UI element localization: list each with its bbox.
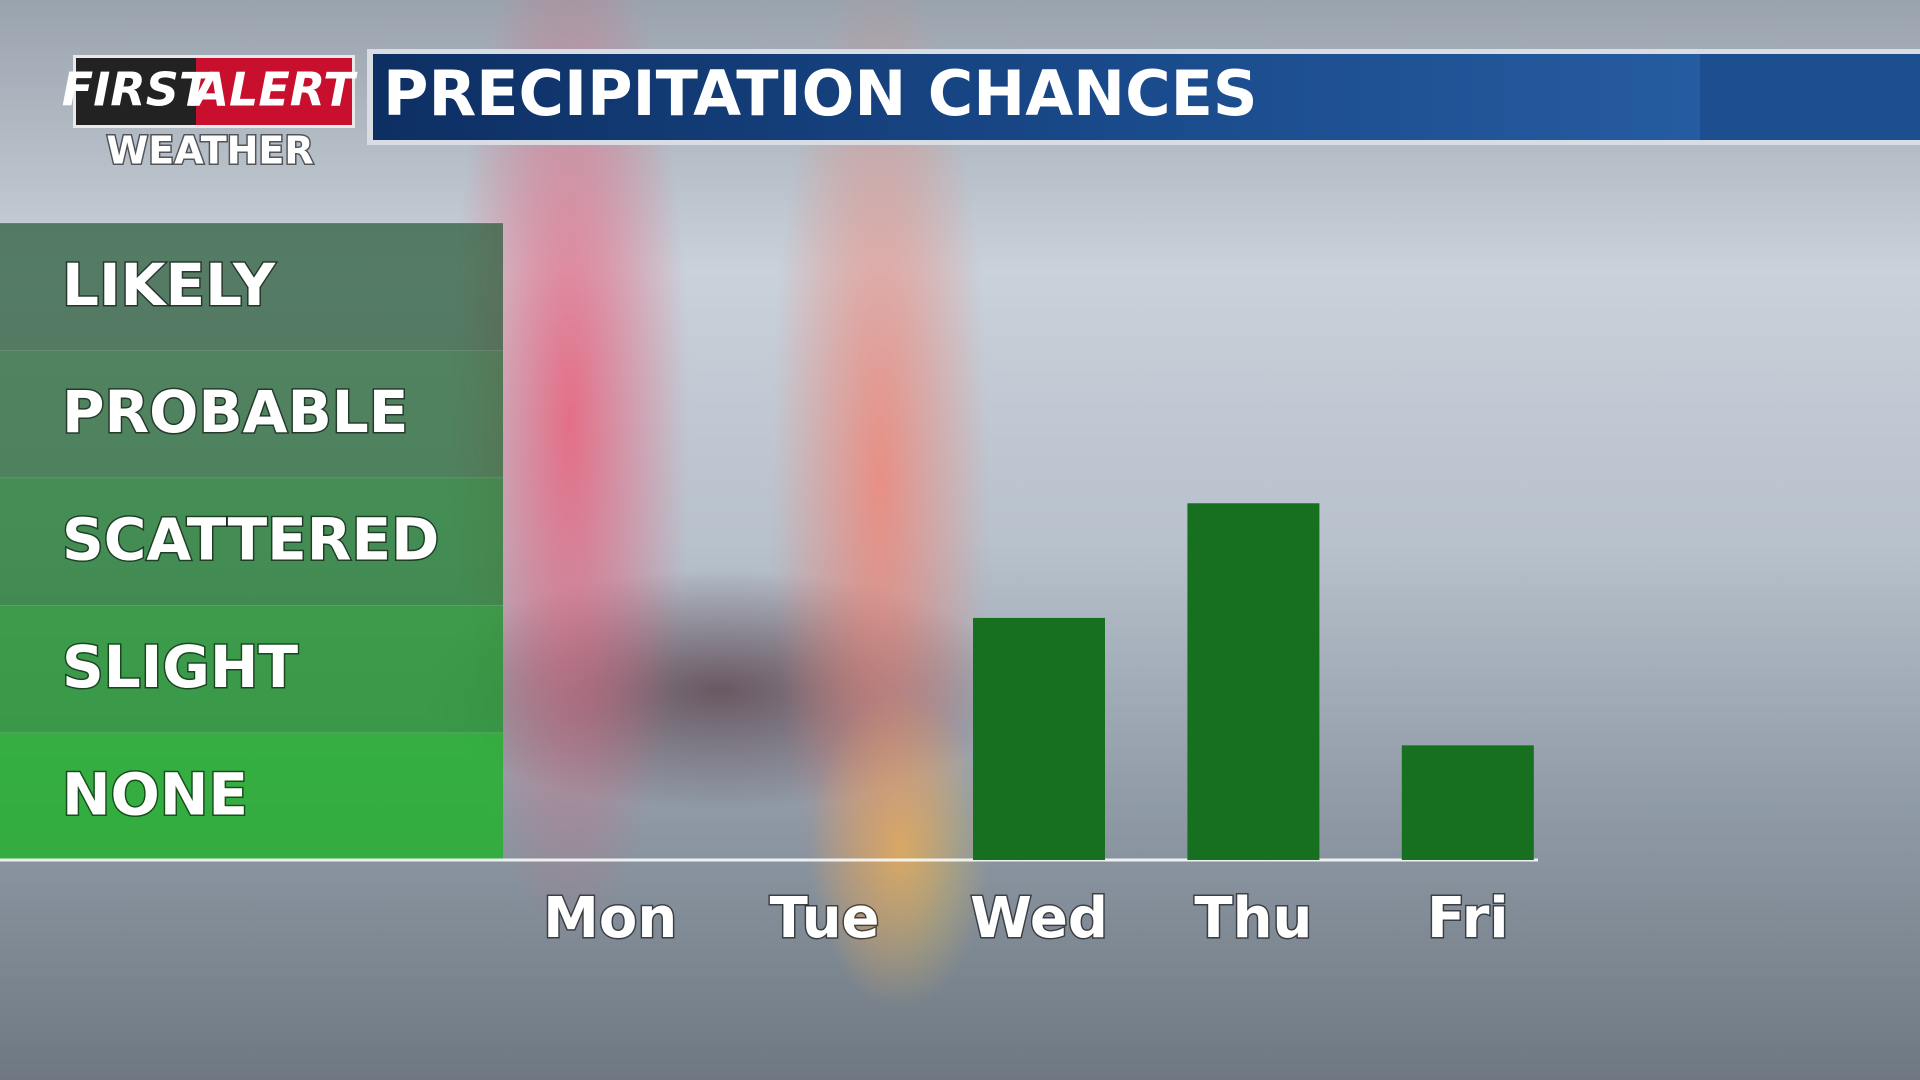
y-tick-label: NONE — [62, 760, 248, 828]
y-tick-label: PROBABLE — [62, 378, 408, 446]
logo-first: FIRST — [62, 63, 214, 117]
chart-title: PRECIPITATION CHANCES — [383, 57, 1258, 130]
bar — [1401, 745, 1534, 860]
logo-left — [76, 58, 196, 125]
level-band — [0, 605, 503, 733]
x-tick-label: Mon — [543, 886, 677, 951]
header-bar — [373, 54, 1920, 140]
level-band — [0, 350, 503, 478]
bar — [1187, 503, 1320, 860]
y-tick-label: SLIGHT — [62, 633, 298, 701]
x-tick-label: Thu — [1194, 886, 1312, 951]
y-tick-label: SCATTERED — [62, 506, 439, 574]
level-band — [0, 732, 503, 860]
logo-right — [196, 58, 352, 125]
bar — [973, 617, 1105, 860]
x-tick-label: Wed — [970, 886, 1108, 951]
x-tick-label: Tue — [770, 886, 880, 951]
level-band — [0, 477, 503, 606]
y-tick-label: LIKELY — [62, 251, 276, 319]
x-tick-label: Fri — [1427, 886, 1508, 951]
logo-alert: ALERT — [190, 63, 358, 117]
level-band — [0, 223, 503, 351]
header-end — [1700, 54, 1920, 140]
logo-weather: WEATHER — [106, 129, 313, 173]
